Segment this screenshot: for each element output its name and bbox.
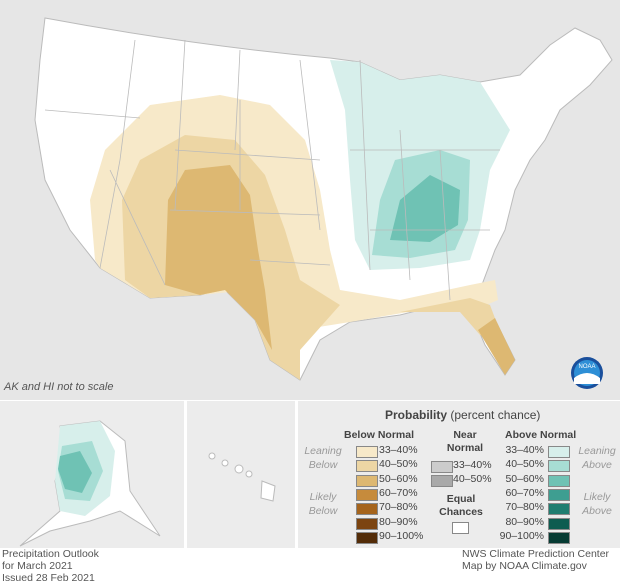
above-6-label: 80–90% [505, 515, 544, 528]
equal-chances-swatch [452, 522, 469, 534]
below-5-swatch [356, 503, 378, 516]
near-1-label: 33–40% [453, 459, 492, 471]
below-4-swatch [356, 488, 378, 501]
below-1-label: 33–40% [379, 444, 418, 456]
above-2-label: 40–50% [505, 458, 544, 471]
above-header: Above Normal [505, 429, 577, 441]
above-7-swatch [548, 531, 570, 544]
below-40-50-se-zone [400, 298, 505, 345]
likely-above-label: Likely Above [582, 491, 612, 517]
leaning-below-label: Leaning Below [304, 445, 342, 471]
below-5-label: 70–80% [379, 501, 418, 514]
above-6-swatch [548, 517, 570, 530]
us-outlook-map: AK and HI not to scale NOAA [0, 0, 620, 400]
above-3-swatch [548, 474, 570, 487]
near-2-label: 40–50% [453, 473, 492, 486]
above-7-label: 90–100% [499, 529, 544, 542]
state-borders [44, 39, 500, 301]
likely-below-label: Likely Below [308, 491, 338, 517]
above-1-swatch [548, 446, 570, 458]
scale-note: AK and HI not to scale [3, 381, 113, 393]
near-2-swatch [431, 475, 453, 488]
below-3-label: 50–60% [379, 472, 418, 485]
below-3-swatch [356, 474, 378, 487]
below-6-swatch [356, 517, 378, 530]
noaa-logo: NOAA [571, 357, 603, 389]
above-1-label: 33–40% [505, 444, 544, 456]
below-4-label: 60–70% [379, 486, 418, 499]
near-1-swatch [431, 461, 453, 473]
near-header: Near Normal [446, 429, 484, 454]
hawaii-inset [187, 401, 295, 548]
below-50-60-zone [165, 165, 272, 350]
below-7-label: 90–100% [379, 529, 424, 542]
below-50-60-fl-zone [478, 318, 515, 375]
legend-title: Probability (percent chance) [385, 408, 541, 422]
below-1-swatch [356, 446, 378, 458]
above-4-swatch [548, 488, 570, 501]
footer-left: Precipitation Outlook for March 2021 Issue… [2, 548, 99, 584]
footer-right: NWS Climate Prediction Center Map by NOAA… [462, 548, 610, 572]
above-5-label: 70–80% [505, 501, 544, 514]
above-3-label: 50–60% [505, 472, 544, 485]
equal-chances-label: Equal Chances [439, 493, 483, 518]
below-header: Below Normal [344, 429, 415, 441]
above-4-label: 60–70% [505, 486, 544, 499]
leaning-above-label: Leaning Above [578, 445, 616, 471]
below-7-swatch [356, 531, 378, 544]
svg-text:NOAA: NOAA [578, 364, 595, 370]
above-2-swatch [548, 460, 570, 473]
above-5-swatch [548, 503, 570, 516]
alaska-inset [0, 401, 184, 548]
below-2-label: 40–50% [379, 458, 418, 471]
below-2-swatch [356, 460, 378, 473]
below-6-label: 80–90% [379, 515, 418, 528]
